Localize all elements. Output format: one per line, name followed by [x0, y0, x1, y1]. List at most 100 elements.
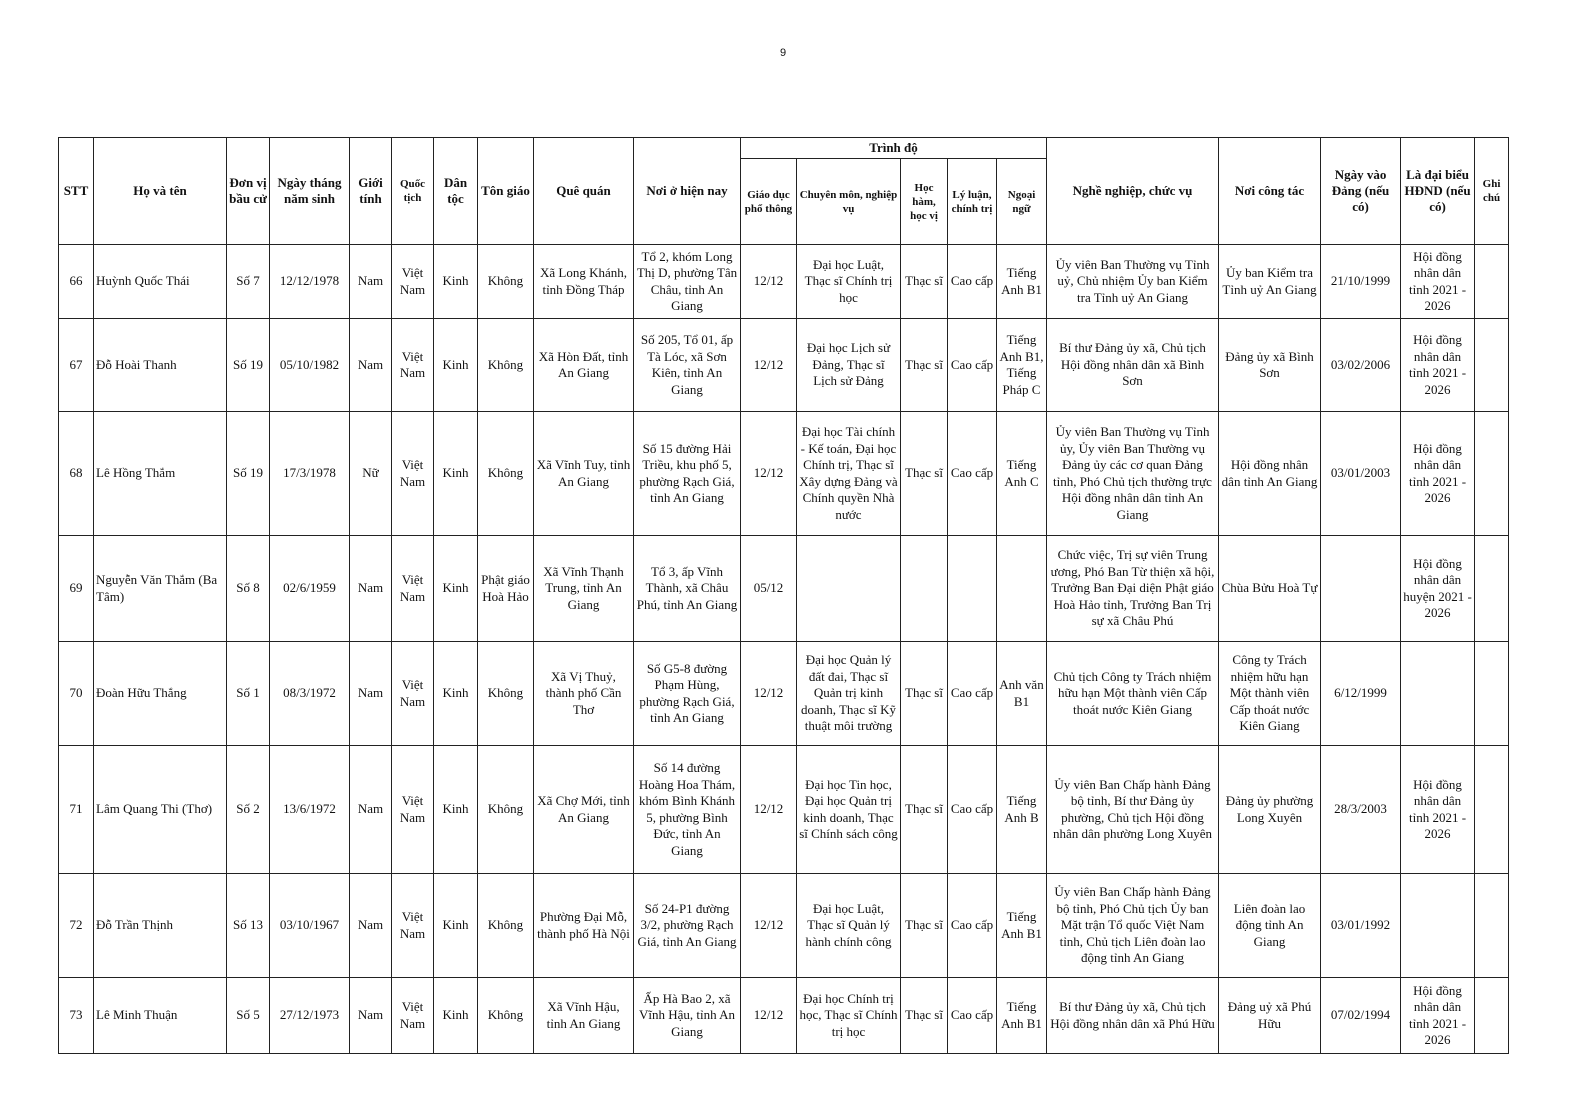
cell-stt: 73 — [58, 977, 94, 1054]
header-religion: Tôn giáo — [477, 137, 534, 245]
cell-politics: Cao cấp — [947, 873, 997, 978]
cell-politics — [947, 535, 997, 642]
cell-stt: 69 — [58, 535, 94, 642]
cell-politics: Cao cấp — [947, 411, 997, 536]
cell-hometown: Xã Chợ Mới, tỉnh An Giang — [533, 745, 634, 874]
header-language: Ngoại ngữ — [995, 158, 1048, 245]
cell-politics: Cao cấp — [947, 977, 997, 1054]
header-politics: Lý luận, chính trị — [947, 158, 997, 245]
cell-council: Hội đồng nhân dân tỉnh 2021 - 2026 — [1400, 745, 1476, 874]
header-workplace: Nơi công tác — [1218, 137, 1322, 245]
cell-hometown: Xã Vĩnh Hậu, tỉnh An Giang — [533, 977, 634, 1054]
cell-name: Đỗ Trần Thịnh — [93, 873, 227, 978]
cell-council: Hội đồng nhân dân tỉnh 2021 - 2026 — [1400, 244, 1476, 319]
cell-language: Tiếng Anh B1 — [995, 873, 1048, 978]
cell-dob: 12/12/1978 — [269, 244, 350, 319]
cell-gender: Nam — [349, 535, 392, 642]
cell-ethnicity: Kinh — [433, 318, 478, 412]
cell-stt: 72 — [58, 873, 94, 978]
cell-general-edu: 12/12 — [740, 745, 797, 874]
cell-degree: Thạc sĩ — [900, 411, 948, 536]
cell-party-date: 03/01/1992 — [1320, 873, 1402, 978]
cell-party-date: 6/12/1999 — [1320, 641, 1402, 746]
cell-unit: Số 2 — [226, 745, 270, 874]
cell-residence: Số 15 đường Hải Triều, khu phố 5, phường… — [633, 411, 741, 536]
cell-party-date: 28/3/2003 — [1320, 745, 1402, 874]
cell-position: Ủy viên Ban Thường vụ Tỉnh ủy, Ủy viên B… — [1046, 411, 1220, 536]
cell-residence: Số 14 đường Hoàng Hoa Thám, khóm Bình Kh… — [633, 745, 741, 874]
cell-name: Đỗ Hoài Thanh — [93, 318, 227, 412]
cell-nationality: Việt Nam — [391, 244, 434, 319]
cell-degree: Thạc sĩ — [900, 745, 948, 874]
header-hometown: Quê quán — [533, 137, 634, 245]
table-row: 71 Lâm Quang Thi (Thơ) Số 2 13/6/1972 Nam Việ… — [58, 745, 1510, 874]
cell-unit: Số 19 — [226, 318, 270, 412]
cell-unit: Số 7 — [226, 244, 270, 319]
cell-general-edu: 05/12 — [740, 535, 797, 642]
cell-workplace: Đảng uỷ xã Phú Hữu — [1218, 977, 1322, 1054]
cell-language: Tiếng Anh B1 — [995, 244, 1048, 319]
cell-religion: Phật giáo Hoà Hảo — [477, 535, 534, 642]
cell-name: Nguyễn Văn Thắm (Ba Tâm) — [93, 535, 227, 642]
header-note: Ghi chú — [1474, 137, 1510, 245]
cell-religion: Không — [477, 318, 534, 412]
cell-specialty: Đại học Lịch sử Đảng, Thạc sĩ Lịch sử Đả… — [796, 318, 901, 412]
table-row: 67 Đỗ Hoài Thanh Số 19 05/10/1982 Nam Việt Na… — [58, 318, 1510, 412]
header-unit: Đơn vị bầu cử — [226, 137, 270, 245]
cell-note — [1474, 535, 1510, 642]
cell-nationality: Việt Nam — [391, 641, 434, 746]
cell-dob: 27/12/1973 — [269, 977, 350, 1054]
cell-ethnicity: Kinh — [433, 977, 478, 1054]
cell-religion: Không — [477, 411, 534, 536]
cell-council: Hội đồng nhân dân huyện 2021 - 2026 — [1400, 535, 1476, 642]
cell-degree: Thạc sĩ — [900, 641, 948, 746]
cell-residence: Số 205, Tổ 01, ấp Tà Lóc, xã Sơn Kiên, t… — [633, 318, 741, 412]
header-degree: Học hàm, học vị — [900, 158, 948, 245]
header-party-date: Ngày vào Đảng (nếu có) — [1320, 137, 1402, 245]
cell-note — [1474, 977, 1510, 1054]
cell-religion: Không — [477, 745, 534, 874]
cell-workplace: Đảng ủy xã Bình Sơn — [1218, 318, 1322, 412]
cell-religion: Không — [477, 873, 534, 978]
cell-residence: Tổ 2, khóm Long Thị D, phường Tân Châu, … — [633, 244, 741, 319]
cell-residence: Ấp Hà Bao 2, xã Vĩnh Hậu, tỉnh An Giang — [633, 977, 741, 1054]
cell-stt: 70 — [58, 641, 94, 746]
cell-language: Tiếng Anh C — [995, 411, 1048, 536]
cell-gender: Nam — [349, 745, 392, 874]
header-specialty: Chuyên môn, nghiệp vụ — [796, 158, 901, 245]
cell-gender: Nam — [349, 873, 392, 978]
cell-gender: Nam — [349, 977, 392, 1054]
cell-gender: Nữ — [349, 411, 392, 536]
cell-name: Huỳnh Quốc Thái — [93, 244, 227, 319]
cell-hometown: Phường Đại Mỗ, thành phố Hà Nội — [533, 873, 634, 978]
cell-hometown: Xã Hòn Đất, tỉnh An Giang — [533, 318, 634, 412]
cell-residence: Số 24-P1 đường 3/2, phường Rạch Giá, tỉn… — [633, 873, 741, 978]
table-row: 73 Lê Minh Thuận Số 5 27/12/1973 Nam Việt Nam… — [58, 977, 1510, 1054]
cell-workplace: Hội đồng nhân dân tỉnh An Giang — [1218, 411, 1322, 536]
cell-hometown: Xã Vĩnh Tuy, tỉnh An Giang — [533, 411, 634, 536]
cell-ethnicity: Kinh — [433, 745, 478, 874]
table-row: 70 Đoàn Hữu Thắng Số 1 08/3/1972 Nam Việt Nam… — [58, 641, 1510, 746]
cell-note — [1474, 873, 1510, 978]
cell-nationality: Việt Nam — [391, 535, 434, 642]
cell-gender: Nam — [349, 318, 392, 412]
cell-note — [1474, 745, 1510, 874]
cell-residence: Tổ 3, ấp Vĩnh Thành, xã Châu Phú, tỉnh A… — [633, 535, 741, 642]
cell-stt: 71 — [58, 745, 94, 874]
cell-religion: Không — [477, 977, 534, 1054]
cell-politics: Cao cấp — [947, 318, 997, 412]
cell-nationality: Việt Nam — [391, 318, 434, 412]
cell-degree: Thạc sĩ — [900, 977, 948, 1054]
cell-ethnicity: Kinh — [433, 244, 478, 319]
cell-general-edu: 12/12 — [740, 244, 797, 319]
cell-dob: 02/6/1959 — [269, 535, 350, 642]
header-ethnicity: Dân tộc — [433, 137, 478, 245]
cell-workplace: Chùa Bửu Hoà Tự — [1218, 535, 1322, 642]
cell-language: Tiếng Anh B1 — [995, 977, 1048, 1054]
cell-ethnicity: Kinh — [433, 411, 478, 536]
cell-hometown: Xã Vĩnh Thạnh Trung, tỉnh An Giang — [533, 535, 634, 642]
cell-nationality: Việt Nam — [391, 873, 434, 978]
cell-name: Lâm Quang Thi (Thơ) — [93, 745, 227, 874]
cell-position: Ủy viên Ban Thường vụ Tỉnh uỷ, Chủ nhiệm… — [1046, 244, 1220, 319]
table-row: 68 Lê Hồng Thắm Số 19 17/3/1978 Nữ Việt Nam Ki… — [58, 411, 1510, 536]
